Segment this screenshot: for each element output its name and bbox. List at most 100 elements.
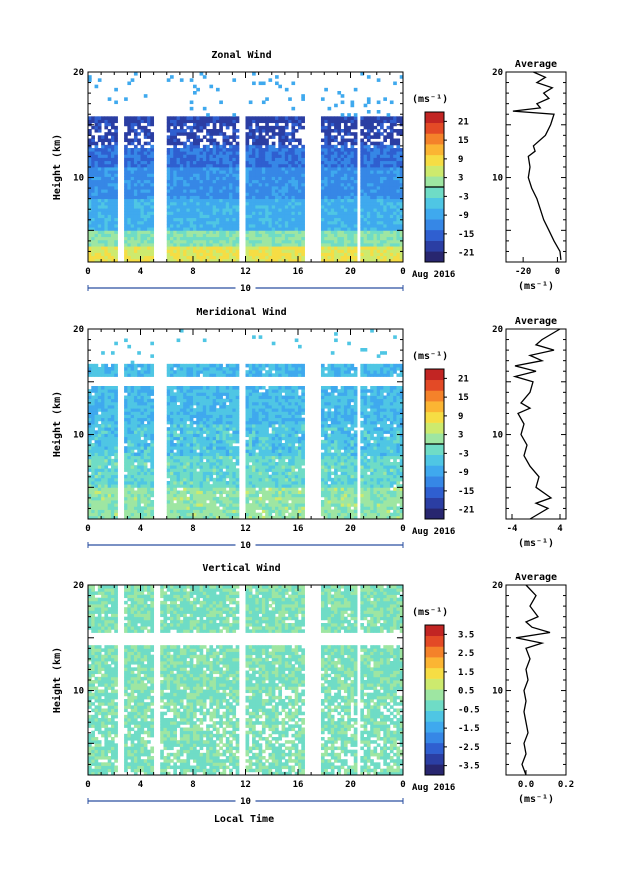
colorbar-unit: (ms⁻¹) — [412, 351, 448, 362]
x-tick-label: 20 — [345, 780, 356, 790]
date-label: Aug 2016 — [412, 527, 455, 537]
colorbar-tick-label: -3 — [458, 449, 469, 459]
profile-y-tick-label: 20 — [492, 581, 503, 591]
y-tick-label: 10 — [73, 687, 84, 697]
x-tick-label: 0 — [400, 780, 405, 790]
colorbar-tick-label: -3 — [458, 192, 469, 202]
x-tick-label: 0 — [400, 267, 405, 277]
y-tick-label: 10 — [73, 431, 84, 441]
colorbar-tick-label: -21 — [458, 249, 474, 259]
colorbar-unit: (ms⁻¹) — [412, 607, 448, 618]
colorbar-tick-label: 21 — [458, 117, 469, 127]
colorbar-tick-label: 2.5 — [458, 649, 474, 659]
x-tick-label: 8 — [190, 780, 195, 790]
x-tick-label: 20 — [345, 524, 356, 534]
profile-x-tick-label: 0.0 — [518, 780, 534, 790]
profile-x-tick-label: 0.2 — [558, 780, 574, 790]
panel-title: Vertical Wind — [202, 562, 280, 574]
x-tick-label: 12 — [240, 524, 251, 534]
colorbar: 21 15 9 3 -3 -9 -15 -21 — [424, 368, 474, 520]
day-label: 10 — [240, 797, 251, 807]
x-tick-label: 16 — [293, 267, 304, 277]
profile-y-tick-label: 10 — [492, 174, 503, 184]
colorbar-tick-label: 3 — [458, 431, 463, 441]
x-tick-label: 20 — [345, 267, 356, 277]
colorbar: 21 15 9 3 -3 -9 -15 -21 — [424, 111, 474, 263]
colorbar-tick-label: 1.5 — [458, 668, 474, 678]
profile-unit: (ms⁻¹) — [518, 794, 554, 805]
colorbar-tick-label: 15 — [458, 393, 469, 403]
profile-line — [512, 71, 562, 260]
panel-2: Meridional Wind 0 4 8 12 16 20 0 20 10 Height (km)… — [51, 306, 567, 551]
heatmap-cells — [88, 585, 404, 776]
average-profile: Average 20 10 -4 4(ms⁻¹) — [492, 316, 567, 549]
colorbar-tick-label: -9 — [458, 468, 469, 478]
average-profile: Average 20 10 -20 0(ms⁻¹) — [492, 59, 567, 292]
colorbar-tick-label: -15 — [458, 487, 474, 497]
profile-unit: (ms⁻¹) — [518, 538, 554, 549]
profile-title: Average — [515, 316, 557, 327]
colorbar-tick-label: -1.5 — [458, 724, 480, 734]
x-tick-label: 0 — [85, 524, 90, 534]
average-profile: Average 20 10 0.0 0.2 (ms⁻¹) — [492, 572, 574, 805]
colorbar-tick-label: 0.5 — [458, 687, 474, 697]
colorbar-tick-label: -15 — [458, 230, 474, 240]
panel-title: Zonal Wind — [211, 49, 271, 61]
y-axis-label: Height (km) — [51, 391, 63, 457]
heatmap-cells — [88, 72, 404, 263]
profile-y-tick-label: 20 — [492, 325, 503, 335]
profile-y-tick-label: 20 — [492, 68, 503, 78]
colorbar-unit: (ms⁻¹) — [412, 94, 448, 105]
x-tick-label: 8 — [190, 524, 195, 534]
x-tick-label: 4 — [138, 524, 144, 534]
x-tick-label: 16 — [293, 524, 304, 534]
profile-title: Average — [515, 59, 557, 70]
date-label: Aug 2016 — [412, 270, 455, 280]
x-tick-label: 0 — [400, 524, 405, 534]
profile-line — [515, 584, 551, 776]
day-label: 10 — [240, 541, 251, 551]
y-axis-label: Height (km) — [51, 647, 63, 713]
profile-unit: (ms⁻¹) — [518, 281, 554, 292]
heatmap-cells — [88, 329, 404, 520]
profile-x-tick-label: -20 — [515, 267, 531, 277]
colorbar: 3.5 2.5 1.5 0.5 -0.5 -1.5 -2.5 -3.5 — [424, 624, 480, 776]
x-tick-label: 8 — [190, 267, 195, 277]
colorbar-tick-label: -0.5 — [458, 705, 480, 715]
x-tick-label: 4 — [138, 267, 144, 277]
date-label: Aug 2016 — [412, 783, 455, 793]
y-tick-label: 10 — [73, 174, 84, 184]
profile-y-tick-label: 10 — [492, 687, 503, 697]
x-tick-label: 16 — [293, 780, 304, 790]
x-tick-label: 0 — [85, 780, 90, 790]
profile-x-tick-label: 4 — [557, 524, 563, 534]
profile-x-tick-label: -4 — [507, 524, 518, 534]
colorbar-tick-label: -3.5 — [458, 762, 480, 772]
profile-line — [512, 328, 561, 520]
profile-x-tick-label: 0 — [555, 267, 560, 277]
y-tick-label: 20 — [73, 325, 84, 335]
colorbar-tick-label: -2.5 — [458, 743, 480, 753]
y-tick-label: 20 — [73, 68, 84, 78]
x-axis-label: Local Time — [214, 813, 274, 825]
colorbar-tick-label: 9 — [458, 155, 463, 165]
colorbar-tick-label: 9 — [458, 412, 463, 422]
x-tick-label: 4 — [138, 780, 144, 790]
day-label: 10 — [240, 284, 251, 294]
x-tick-label: 0 — [85, 267, 90, 277]
colorbar-tick-label: -9 — [458, 211, 469, 221]
profile-y-tick-label: 10 — [492, 431, 503, 441]
y-axis-label: Height (km) — [51, 134, 63, 200]
colorbar-tick-label: 3 — [458, 174, 463, 184]
colorbar-tick-label: -21 — [458, 506, 474, 516]
profile-title: Average — [515, 572, 557, 583]
panel-3: Vertical Wind 0 4 8 12 16 20 0 20 10 Height (km) 10… — [51, 562, 574, 807]
x-tick-label: 12 — [240, 780, 251, 790]
colorbar-tick-label: 15 — [458, 136, 469, 146]
x-tick-label: 12 — [240, 267, 251, 277]
colorbar-tick-label: 3.5 — [458, 630, 474, 640]
profile-frame — [505, 71, 567, 263]
panel-1: Zonal Wind 0 4 8 12 16 20 0 20 10 Height (km) 10 Aug… — [51, 49, 567, 294]
y-tick-label: 20 — [73, 581, 84, 591]
